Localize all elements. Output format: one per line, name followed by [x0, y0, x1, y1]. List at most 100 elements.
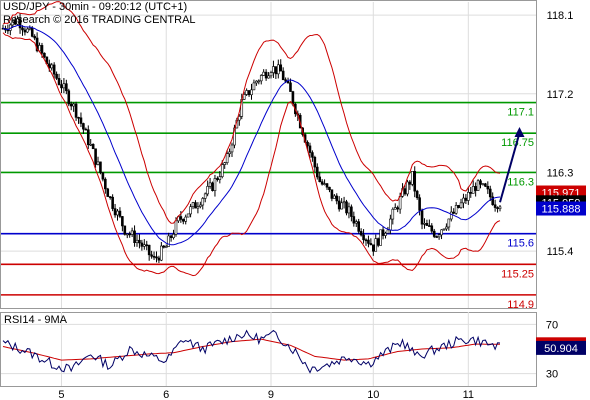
candle-body: [167, 235, 170, 247]
candle-body: [162, 245, 166, 248]
candle-body: [428, 225, 431, 227]
candle-body: [269, 72, 273, 77]
candle-body: [150, 254, 153, 257]
candle-body: [104, 178, 107, 190]
candle-body: [259, 75, 263, 82]
candle-body: [213, 178, 217, 191]
candle-body: [320, 181, 324, 185]
candle-body: [223, 162, 227, 165]
candle-body: [435, 236, 438, 238]
candle-body: [113, 208, 117, 216]
candle-body: [57, 78, 61, 85]
candle-body: [40, 45, 44, 54]
candle-body: [498, 206, 502, 210]
candle-body: [96, 161, 100, 165]
x-tick-label: 9: [268, 389, 274, 400]
chart-title: USD/JPY - 30min - 09:20:12 (UTC+1): [3, 1, 188, 13]
candle-body: [372, 244, 375, 252]
x-tick-label: 10: [367, 389, 379, 400]
candle-body: [491, 196, 494, 206]
candle-body: [481, 183, 485, 186]
candle-body: [369, 243, 373, 246]
y-tick-label: 118.1: [547, 10, 574, 22]
price-panel-frame: [0, 0, 537, 309]
candle-body: [420, 210, 424, 225]
rsi-line: [2, 329, 501, 374]
candle-body: [313, 156, 317, 168]
candle-body: [459, 202, 463, 208]
candle-body: [155, 256, 158, 259]
candle-body: [396, 207, 399, 210]
candle-body: [23, 29, 27, 33]
candle-body: [423, 223, 426, 225]
candle-body: [484, 183, 487, 187]
candle-body: [284, 79, 287, 82]
candle-body: [486, 186, 490, 190]
candle-body: [325, 183, 329, 188]
candle-body: [160, 245, 163, 261]
candle-body: [406, 181, 409, 195]
candle-body: [384, 232, 387, 236]
y-tick-label: 117.2: [547, 89, 574, 101]
candle-body: [199, 204, 202, 207]
candle-body: [267, 75, 270, 79]
candle-body: [65, 83, 68, 92]
candle-body: [413, 171, 417, 192]
candle-body: [84, 128, 88, 131]
candle-body: [201, 198, 205, 206]
candle-body: [364, 239, 368, 242]
x-tick-label: 6: [163, 389, 169, 400]
candle-body: [479, 180, 482, 185]
candle-body: [143, 244, 146, 247]
rsi-tick-label: 30: [546, 369, 558, 381]
candle-body: [196, 206, 200, 209]
candle-body: [18, 18, 22, 29]
y-tick-label: 116.3: [547, 167, 574, 179]
candle-body: [352, 216, 356, 224]
candle-body: [291, 91, 295, 105]
candle-body: [186, 213, 190, 218]
candle-body: [467, 192, 470, 201]
price-flag-box: [536, 201, 586, 216]
candle-body: [245, 90, 248, 95]
candle-body: [323, 183, 326, 185]
x-tick-label: 11: [463, 389, 474, 400]
candle-body: [123, 225, 127, 235]
candle-body: [330, 189, 334, 199]
candle-body: [181, 219, 185, 222]
chart-subtitle: Research © 2016 TRADING CENTRAL: [3, 14, 196, 26]
candle-body: [425, 223, 429, 226]
candle-body: [82, 123, 85, 130]
candle-body: [208, 182, 212, 187]
candle-body: [345, 201, 348, 214]
candle-body: [43, 52, 46, 58]
candle-body: [69, 103, 73, 107]
candle-body: [116, 210, 119, 216]
candle-body: [67, 90, 71, 105]
candle-body: [306, 141, 309, 147]
candle-body: [11, 20, 15, 26]
candle-body: [108, 196, 112, 198]
candle-body: [437, 234, 441, 238]
candle-body: [471, 186, 475, 194]
candle-body: [30, 27, 34, 37]
candle-body: [157, 257, 161, 261]
candle-body: [191, 202, 195, 207]
candle-body: [359, 231, 363, 236]
candle-body: [242, 94, 246, 100]
candle-body: [225, 153, 229, 163]
candle-body: [220, 164, 224, 177]
candle-body: [381, 229, 385, 236]
candle-body: [335, 195, 339, 202]
level-label: 115.6: [507, 238, 534, 250]
rsi-title: RSI14 - 9MA: [4, 314, 68, 326]
candle-body: [164, 246, 168, 248]
rsi-flag-label: 50.904: [544, 343, 578, 355]
candle-body: [247, 90, 251, 96]
candle-body: [184, 216, 188, 222]
candle-body: [457, 205, 460, 208]
candle-body: [386, 229, 390, 234]
candle-body: [33, 36, 36, 39]
candle-body: [403, 188, 407, 195]
